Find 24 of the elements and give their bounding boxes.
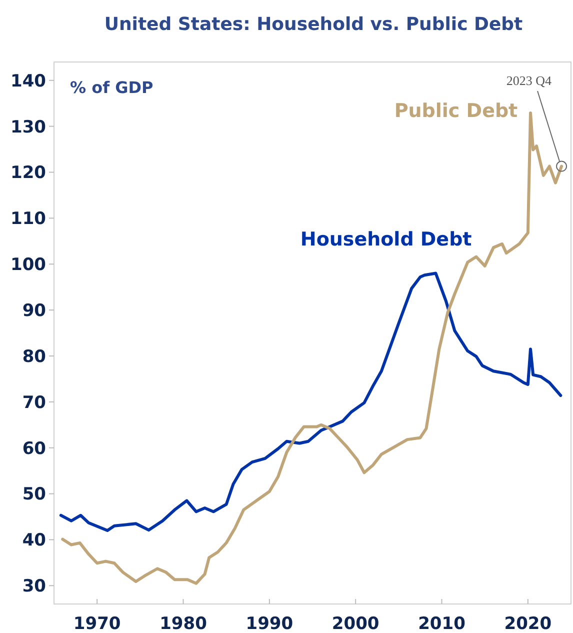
y-tick-label: 130	[10, 117, 46, 138]
y-tick-label: 30	[22, 576, 46, 597]
x-tick-label: 1970	[73, 614, 121, 633]
y-tick-label: 50	[22, 484, 46, 505]
series-label: Public Debt	[394, 100, 518, 122]
x-tick-label: 1990	[246, 614, 294, 633]
y-tick-label: 120	[10, 163, 46, 184]
x-tick-label: 1980	[160, 614, 208, 633]
x-tick-label: 2000	[332, 614, 380, 633]
annotation: 2023 Q4	[506, 72, 552, 88]
y-tick-label: 40	[22, 530, 46, 551]
y-tick-label: 110	[10, 209, 46, 230]
y-tick-label: 100	[10, 255, 46, 276]
chart-title: United States: Household vs. Public Debt	[104, 14, 524, 35]
x-tick-label: 2010	[418, 614, 466, 633]
y-tick-label: 90	[22, 300, 46, 321]
line-series	[59, 272, 562, 532]
x-tick-label: 2020	[504, 614, 552, 633]
y-tick-label: 80	[22, 346, 46, 367]
y-axis-title: % of GDP	[70, 78, 154, 97]
y-tick-label: 60	[22, 438, 46, 459]
y-tick-label: 70	[22, 392, 46, 413]
text: Household Debt	[300, 228, 472, 251]
y-tick-label: 140	[10, 71, 46, 92]
